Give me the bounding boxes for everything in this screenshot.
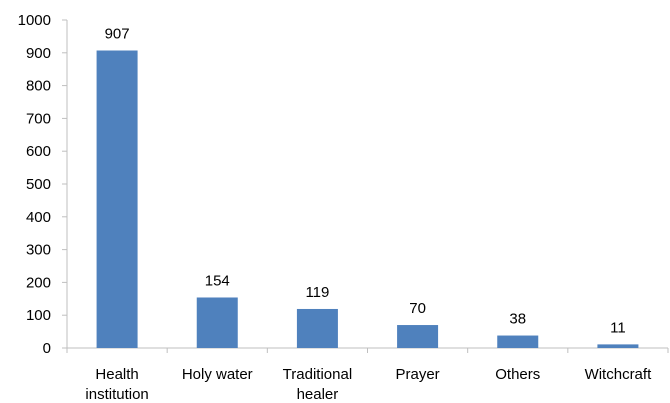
data-label: 119: [305, 284, 329, 301]
bar: [296, 308, 338, 348]
bars: [96, 50, 639, 349]
y-tick-label: 100: [26, 307, 51, 324]
x-category-label: Holy water: [182, 366, 253, 383]
y-tick-label: 800: [26, 78, 51, 95]
bar: [96, 50, 138, 349]
y-tick-label: 700: [26, 110, 51, 127]
bar: [497, 335, 539, 348]
y-tick-label: 900: [26, 45, 51, 62]
y-tick-label: 300: [26, 242, 51, 259]
bar: [397, 325, 439, 348]
data-labels: 907 154 119 70 38 11: [105, 26, 626, 337]
bar: [196, 297, 238, 348]
data-label: 154: [205, 272, 230, 289]
y-tick-label: 200: [26, 274, 51, 291]
category-labels: Health institution Holy water Traditional he…: [85, 366, 652, 403]
x-category-label: Others: [495, 366, 540, 383]
y-tick-label: 400: [26, 209, 51, 226]
x-category-label: Health institution: [85, 366, 148, 403]
x-category-label: Witchcraft: [585, 366, 653, 383]
data-label: 38: [509, 311, 526, 328]
data-label: 907: [105, 26, 130, 43]
x-axis: [66, 347, 669, 353]
y-tick-label: 1000: [18, 12, 51, 29]
y-tick-label: 600: [26, 143, 51, 160]
data-label: 11: [610, 319, 626, 336]
bar: [597, 344, 639, 348]
y-tick-label: 0: [43, 340, 51, 357]
x-category-label: Traditional healer: [283, 366, 352, 403]
y-axis: 0 100 200 300 400 500 600 700 800 900 1000: [18, 12, 68, 357]
data-label: 70: [409, 300, 426, 317]
x-category-label: Prayer: [395, 366, 439, 383]
y-tick-label: 500: [26, 176, 51, 193]
